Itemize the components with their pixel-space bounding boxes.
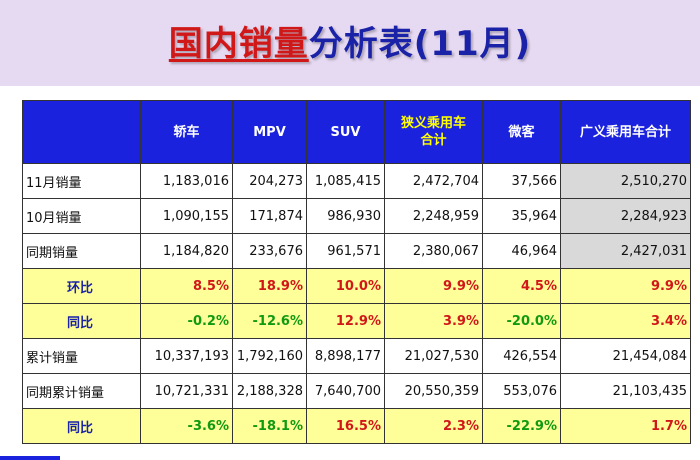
- table-cell: -0.2%: [140, 303, 233, 339]
- table-cell: 961,571: [306, 233, 385, 269]
- table-header-row: 轿车 MPV SUV 狭义乘用车合计 微客 广义乘用车合计: [22, 100, 691, 164]
- table-cell: 2.3%: [384, 408, 483, 444]
- table-cell: 2,380,067: [384, 233, 483, 269]
- table-cell: 16.5%: [306, 408, 385, 444]
- table-cell: 21,103,435: [560, 373, 691, 409]
- header-cell-sedan: 轿车: [140, 100, 233, 164]
- table-cell: 8.5%: [140, 268, 233, 304]
- table-cell: 2,188,328: [232, 373, 307, 409]
- table-cell: 7,640,700: [306, 373, 385, 409]
- table-row: 环比 8.5% 18.9% 10.0% 9.9% 4.5% 9.9%: [22, 268, 691, 304]
- table-cell: 2,427,031: [560, 233, 691, 269]
- header-cell-minivan: 微客: [482, 100, 561, 164]
- table-cell: -12.6%: [232, 303, 307, 339]
- page-title-part1: 国内销量: [168, 24, 309, 64]
- table-cell: 3.9%: [384, 303, 483, 339]
- table-cell: 1,183,016: [140, 163, 233, 199]
- footer-accent-bar: [0, 456, 60, 460]
- page-title: 国内销量分析表(11月): [0, 16, 700, 65]
- table-cell: 2,510,270: [560, 163, 691, 199]
- row-label: 11月销量: [22, 163, 141, 199]
- table-cell: -18.1%: [232, 408, 307, 444]
- table-cell: 35,964: [482, 198, 561, 234]
- table-cell: 37,566: [482, 163, 561, 199]
- header-cell-narrow-total: 狭义乘用车合计: [384, 100, 483, 164]
- table-cell: 986,930: [306, 198, 385, 234]
- table-cell: 3.4%: [560, 303, 691, 339]
- table-cell: 18.9%: [232, 268, 307, 304]
- table-cell: 8,898,177: [306, 338, 385, 374]
- table-row: 10月销量 1,090,155 171,874 986,930 2,248,95…: [22, 198, 691, 234]
- row-label: 同比: [22, 303, 141, 339]
- row-label: 同期累计销量: [22, 373, 141, 409]
- table-cell: 553,076: [482, 373, 561, 409]
- table-cell: 426,554: [482, 338, 561, 374]
- table-cell: 9.9%: [384, 268, 483, 304]
- table-cell: 233,676: [232, 233, 307, 269]
- header-cell-suv: SUV: [306, 100, 385, 164]
- table-cell: 4.5%: [482, 268, 561, 304]
- header-cell-mpv: MPV: [232, 100, 307, 164]
- title-banner: 国内销量分析表(11月): [0, 0, 700, 86]
- table-cell: -20.0%: [482, 303, 561, 339]
- table-row: 同比 -0.2% -12.6% 12.9% 3.9% -20.0% 3.4%: [22, 303, 691, 339]
- row-label: 累计销量: [22, 338, 141, 374]
- table-row: 同期销量 1,184,820 233,676 961,571 2,380,067…: [22, 233, 691, 269]
- table-cell: 20,550,359: [384, 373, 483, 409]
- table-cell: 10,721,331: [140, 373, 233, 409]
- sales-analysis-table: 轿车 MPV SUV 狭义乘用车合计 微客 广义乘用车合计 11月销量 1,18…: [22, 100, 691, 444]
- row-label: 同期销量: [22, 233, 141, 269]
- row-label: 同比: [22, 408, 141, 444]
- table-cell: 171,874: [232, 198, 307, 234]
- page-title-part2: 分析表(11月): [308, 24, 532, 64]
- table-cell: 1,792,160: [232, 338, 307, 374]
- table-cell: 2,284,923: [560, 198, 691, 234]
- table-row: 累计销量 10,337,193 1,792,160 8,898,177 21,0…: [22, 338, 691, 374]
- table-cell: 204,273: [232, 163, 307, 199]
- table-cell: 46,964: [482, 233, 561, 269]
- table-cell: 21,454,084: [560, 338, 691, 374]
- table-cell: 2,472,704: [384, 163, 483, 199]
- table-cell: 10,337,193: [140, 338, 233, 374]
- header-cell-broad-total: 广义乘用车合计: [560, 100, 691, 164]
- table-cell: 10.0%: [306, 268, 385, 304]
- table-cell: 12.9%: [306, 303, 385, 339]
- table-row: 11月销量 1,183,016 204,273 1,085,415 2,472,…: [22, 163, 691, 199]
- table-cell: 1,184,820: [140, 233, 233, 269]
- row-label: 环比: [22, 268, 141, 304]
- table-cell: 21,027,530: [384, 338, 483, 374]
- table-cell: 2,248,959: [384, 198, 483, 234]
- row-label: 10月销量: [22, 198, 141, 234]
- table-cell: 1,090,155: [140, 198, 233, 234]
- table-cell: 1,085,415: [306, 163, 385, 199]
- header-cell-corner: [22, 100, 141, 164]
- table-row: 同期累计销量 10,721,331 2,188,328 7,640,700 20…: [22, 373, 691, 409]
- table-cell: -3.6%: [140, 408, 233, 444]
- table-row: 同比 -3.6% -18.1% 16.5% 2.3% -22.9% 1.7%: [22, 408, 691, 444]
- header-cell-narrow-total-label: 狭义乘用车合计: [400, 116, 466, 148]
- table-cell: 9.9%: [560, 268, 691, 304]
- table-cell: -22.9%: [482, 408, 561, 444]
- table-cell: 1.7%: [560, 408, 691, 444]
